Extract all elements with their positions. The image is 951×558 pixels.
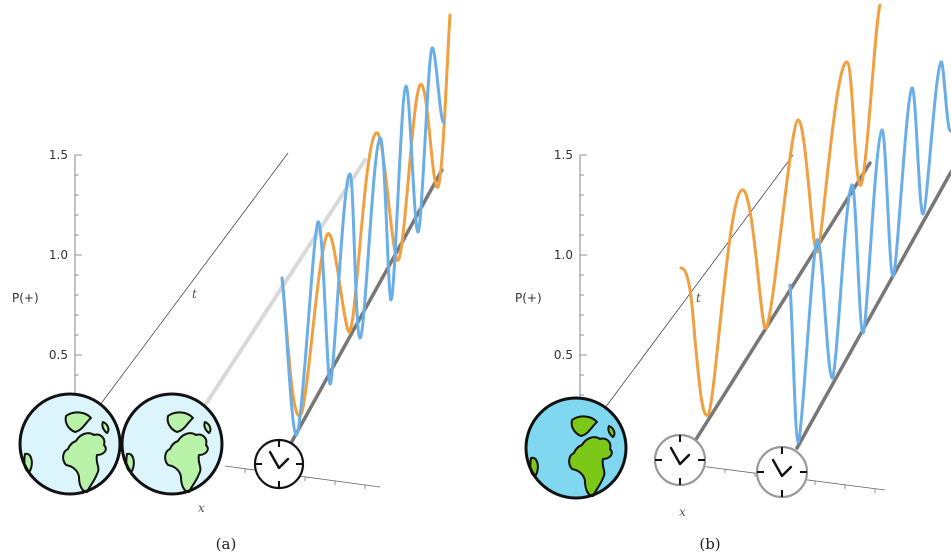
y-tick-1-0-a: 1.0	[49, 248, 68, 262]
earth-globe-icon	[524, 396, 628, 500]
y-tick-1-5-a: 1.5	[49, 148, 68, 162]
caption-a: (a)	[216, 535, 237, 553]
time-axis-line-a	[99, 152, 289, 406]
caption-b: (b)	[699, 535, 720, 553]
y-axis-label-a: P(+)	[12, 291, 39, 305]
y-tick-1-0-b: 1.0	[554, 248, 573, 262]
clock-worldline-2-b	[795, 170, 951, 450]
clock-icon	[755, 445, 809, 499]
y-tick-0-5-a: 0.5	[49, 348, 68, 362]
panel-b: 1.5 1.0 0.5 P(+) x t	[515, 3, 951, 553]
clock-icon	[253, 438, 305, 490]
earth-globe-icon	[18, 392, 122, 496]
time-axis-letter-b: t	[696, 291, 701, 305]
panel-a: 1.5 1.0 0.5 P(+) x t	[12, 13, 452, 553]
clock-worldline-a	[288, 168, 444, 447]
x-axis-letter-a: x	[198, 501, 205, 515]
y-minor-ticks-b	[580, 154, 587, 396]
orange-oscillation-curve-b	[679, 3, 882, 417]
blue-oscillation-curve-a	[280, 46, 446, 437]
earth-globe-icon	[120, 392, 224, 496]
clock-icon	[653, 433, 707, 487]
time-axis-letter-a: t	[192, 287, 197, 301]
y-axis-label-b: P(+)	[515, 291, 542, 305]
y-tick-0-5-b: 0.5	[554, 348, 573, 362]
y-tick-1-5-b: 1.5	[554, 148, 573, 162]
clock-worldline-1-b	[681, 161, 872, 462]
x-axis-a	[224, 465, 381, 488]
blue-oscillation-curve-b	[788, 60, 951, 444]
time-axis-line-b	[604, 154, 794, 409]
y-minor-ticks-a	[75, 154, 82, 396]
orange-oscillation-curve-a	[280, 13, 452, 417]
x-axis-letter-b: x	[679, 505, 686, 519]
